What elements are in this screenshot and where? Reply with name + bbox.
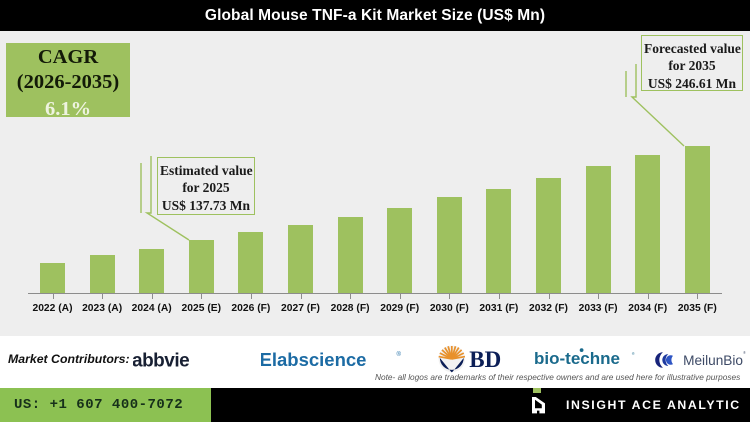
- svg-text:bio-techne: bio-techne: [534, 349, 620, 368]
- svg-text:MeilunBio: MeilunBio: [683, 353, 743, 368]
- svg-text:Elabscience: Elabscience: [261, 349, 366, 370]
- svg-text:®: ®: [632, 352, 635, 356]
- svg-text:BD: BD: [469, 347, 501, 372]
- svg-text:®: ®: [397, 351, 402, 358]
- svg-text:abbvie: abbvie: [133, 351, 189, 372]
- svg-text:®: ®: [743, 351, 746, 355]
